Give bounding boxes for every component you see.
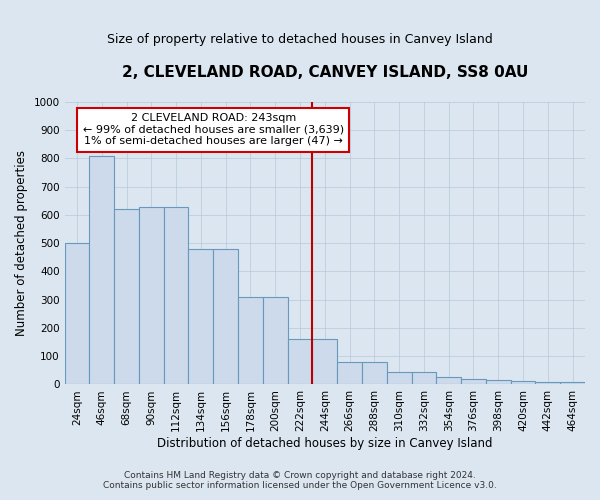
Bar: [263, 297, 287, 384]
Y-axis label: Number of detached properties: Number of detached properties: [15, 150, 28, 336]
Bar: [412, 372, 436, 384]
Bar: [287, 340, 313, 384]
Bar: [238, 297, 263, 384]
Bar: [511, 381, 535, 384]
Bar: [560, 382, 585, 384]
Bar: [535, 382, 560, 384]
Bar: [313, 340, 337, 384]
Text: Contains HM Land Registry data © Crown copyright and database right 2024.
Contai: Contains HM Land Registry data © Crown c…: [103, 470, 497, 490]
Bar: [139, 206, 164, 384]
Bar: [188, 249, 213, 384]
Bar: [164, 206, 188, 384]
Bar: [362, 362, 387, 384]
Bar: [213, 249, 238, 384]
Bar: [89, 156, 114, 384]
Bar: [436, 378, 461, 384]
Bar: [486, 380, 511, 384]
Text: Size of property relative to detached houses in Canvey Island: Size of property relative to detached ho…: [107, 32, 493, 46]
Text: 2 CLEVELAND ROAD: 243sqm
← 99% of detached houses are smaller (3,639)
1% of semi: 2 CLEVELAND ROAD: 243sqm ← 99% of detach…: [83, 114, 344, 146]
Bar: [461, 379, 486, 384]
Bar: [337, 362, 362, 384]
X-axis label: Distribution of detached houses by size in Canvey Island: Distribution of detached houses by size …: [157, 437, 493, 450]
Bar: [65, 243, 89, 384]
Title: 2, CLEVELAND ROAD, CANVEY ISLAND, SS8 0AU: 2, CLEVELAND ROAD, CANVEY ISLAND, SS8 0A…: [122, 65, 528, 80]
Bar: [387, 372, 412, 384]
Bar: [114, 210, 139, 384]
